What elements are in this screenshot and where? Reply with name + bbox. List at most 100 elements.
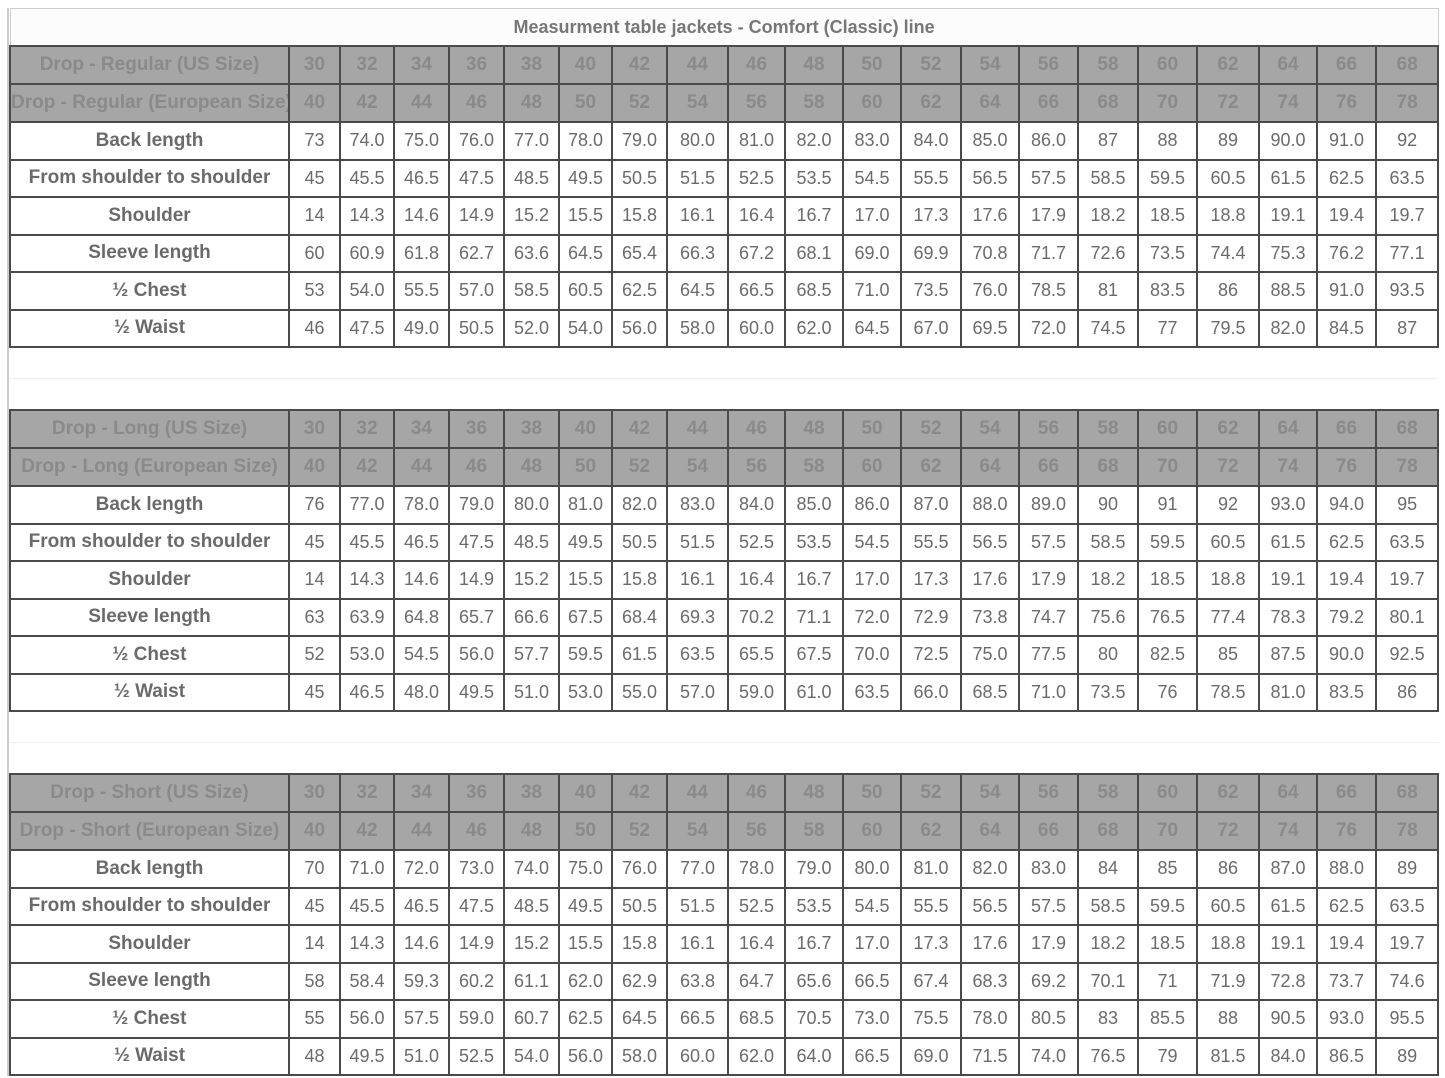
table-row: ½ Waist 46 47.5 49.0 50.5 52.0 54.0 56.0 58.0 60.…: [9, 308, 1440, 348]
eu-size-header-row: Drop - Regular (European Size) 40 42 44 46 48…: [9, 83, 1440, 123]
measurement-value: 16.4: [727, 196, 786, 236]
size-header-label: Drop - Regular (European Size): [9, 83, 290, 123]
size-header-cell: 64: [960, 83, 1020, 123]
measurement-value: 49.5: [558, 158, 613, 198]
measurement-value: 63: [288, 597, 341, 637]
size-header-cell: 50: [558, 811, 613, 851]
measurement-value: 46.5: [339, 672, 395, 712]
size-header-cell: 58: [1077, 409, 1139, 449]
measurement-value: 83.5: [1137, 271, 1198, 311]
measurement-value: 64.0: [784, 1036, 844, 1076]
measurement-value: 80.1: [1374, 597, 1440, 637]
size-header-cell: 60: [1137, 773, 1198, 813]
measurement-label: ½ Waist: [9, 672, 290, 712]
measurement-value: 67.4: [900, 961, 962, 1001]
measurement-value: 54.0: [503, 1036, 560, 1076]
spacer-cell: [10, 742, 1439, 775]
measurement-value: 73.5: [900, 271, 962, 311]
measurement-label: Shoulder: [9, 196, 290, 236]
measurement-value: 59.0: [448, 999, 505, 1039]
measurement-value: 68.3: [960, 961, 1020, 1001]
measurement-value: 47.5: [448, 886, 505, 926]
size-header-cell: 42: [339, 811, 395, 851]
measurement-value: 17.9: [1018, 924, 1079, 964]
measurement-value: 66.0: [900, 672, 962, 712]
measurement-value: 50.5: [611, 158, 668, 198]
measurement-value: 77: [1137, 308, 1198, 348]
measurement-value: 90: [1077, 485, 1139, 525]
measurement-label: Back length: [9, 485, 290, 525]
size-header-cell: 40: [288, 447, 341, 487]
measurement-value: 78.5: [1196, 672, 1260, 712]
size-header-cell: 34: [393, 409, 450, 449]
measurement-value: 85: [1137, 849, 1198, 889]
measurement-value: 71.7: [1018, 233, 1079, 273]
size-header-cell: 36: [448, 45, 505, 85]
measurement-value: 70: [288, 849, 341, 889]
measurement-value: 17.0: [842, 924, 902, 964]
size-header-cell: 32: [339, 773, 395, 813]
eu-size-header-row: Drop - Short (European Size) 40 42 44 46 48 50…: [9, 811, 1440, 851]
measurement-value: 73.7: [1316, 961, 1377, 1001]
measurement-value: 74.6: [1374, 961, 1440, 1001]
measurement-value: 58.5: [1077, 158, 1139, 198]
measurement-value: 50.5: [611, 522, 668, 562]
size-header-cell: 32: [339, 409, 395, 449]
measurement-label: Back length: [9, 121, 290, 161]
size-header-label: Drop - Short (European Size): [9, 811, 290, 851]
measurement-value: 17.3: [900, 924, 962, 964]
measurement-value: 60.5: [1196, 886, 1260, 926]
measurement-value: 72.9: [900, 597, 962, 637]
size-header-cell: 62: [1196, 409, 1260, 449]
size-header-cell: 40: [288, 83, 341, 123]
size-header-cell: 62: [900, 811, 962, 851]
table-row: Shoulder 14 14.3 14.6 14.9 15.2 15.5 15.8 16.1 16…: [9, 924, 1440, 964]
size-header-cell: 46: [727, 45, 786, 85]
measurement-value: 14: [288, 924, 341, 964]
measurement-value: 55.5: [393, 271, 450, 311]
size-header-cell: 52: [611, 811, 668, 851]
measurement-value: 45: [288, 158, 341, 198]
measurement-value: 69.0: [900, 1036, 962, 1076]
size-header-cell: 46: [448, 83, 505, 123]
measurement-value: 14.3: [339, 560, 395, 600]
measurement-value: 72.6: [1077, 233, 1139, 273]
measurement-value: 93.0: [1316, 999, 1377, 1039]
measurement-value: 72.0: [1018, 308, 1079, 348]
measurement-value: 83.0: [842, 121, 902, 161]
measurement-value: 72.0: [393, 849, 450, 889]
size-header-cell: 58: [784, 811, 844, 851]
measurement-value: 57.7: [503, 635, 560, 675]
measurement-value: 71.5: [960, 1036, 1020, 1076]
measurement-value: 57.5: [1018, 886, 1079, 926]
measurement-value: 18.8: [1196, 560, 1260, 600]
measurement-value: 83.0: [666, 485, 729, 525]
size-header-cell: 40: [288, 811, 341, 851]
measurement-value: 51.5: [666, 522, 729, 562]
measurement-value: 49.5: [448, 672, 505, 712]
size-header-cell: 66: [1018, 83, 1079, 123]
measurement-value: 60.0: [727, 308, 786, 348]
size-header-cell: 42: [611, 773, 668, 813]
measurement-value: 16.4: [727, 924, 786, 964]
size-header-cell: 70: [1137, 811, 1198, 851]
measurement-value: 80.0: [666, 121, 729, 161]
measurement-value: 16.1: [666, 196, 729, 236]
measurement-value: 78.0: [960, 999, 1020, 1039]
size-header-cell: 48: [503, 811, 560, 851]
measurement-label: Sleeve length: [9, 597, 290, 637]
measurement-value: 76.0: [611, 849, 668, 889]
measurement-value: 64.5: [842, 308, 902, 348]
measurement-value: 49.5: [558, 522, 613, 562]
measurement-value: 51.0: [503, 672, 560, 712]
measurement-value: 89: [1374, 1036, 1440, 1076]
measurement-value: 87.0: [900, 485, 962, 525]
measurement-value: 68.5: [960, 672, 1020, 712]
measurement-value: 52: [288, 635, 341, 675]
measurement-value: 94.0: [1316, 485, 1377, 525]
size-header-cell: 52: [611, 447, 668, 487]
size-header-cell: 42: [611, 409, 668, 449]
measurement-value: 19.4: [1316, 560, 1377, 600]
measurement-value: 86: [1374, 672, 1440, 712]
measurement-value: 92.5: [1374, 635, 1440, 675]
